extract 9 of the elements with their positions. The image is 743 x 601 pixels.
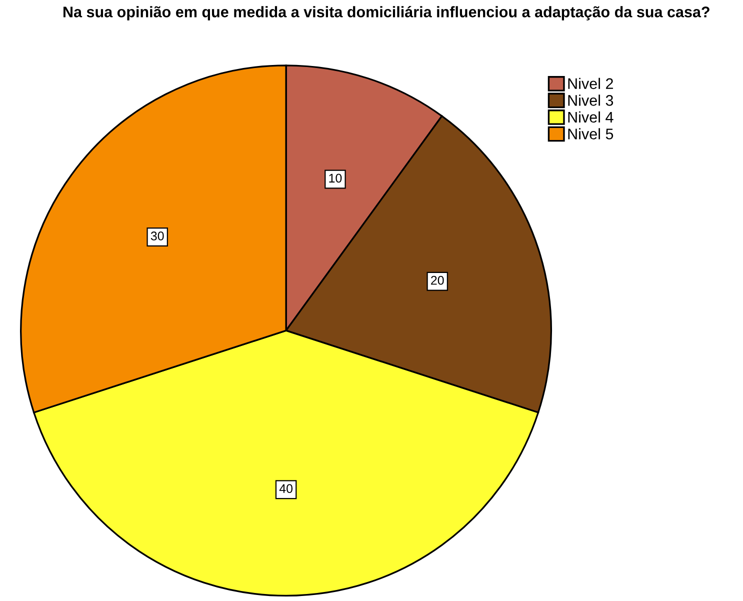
- legend-label: Nivel 5: [568, 128, 614, 140]
- data-label: 10: [329, 174, 342, 183]
- data-label: 40: [279, 484, 293, 493]
- legend-label: Nivel 2: [568, 78, 613, 90]
- data-label: 30: [150, 232, 164, 240]
- chart-title: Na sua opinião em que medida a visita domiciliária influenciou a adaptação da sua casa?: [64, 6, 710, 20]
- legend-label: Nivel 3: [568, 94, 614, 106]
- data-label: 20: [431, 276, 444, 285]
- legend-label: Nivel 4: [568, 111, 614, 123]
